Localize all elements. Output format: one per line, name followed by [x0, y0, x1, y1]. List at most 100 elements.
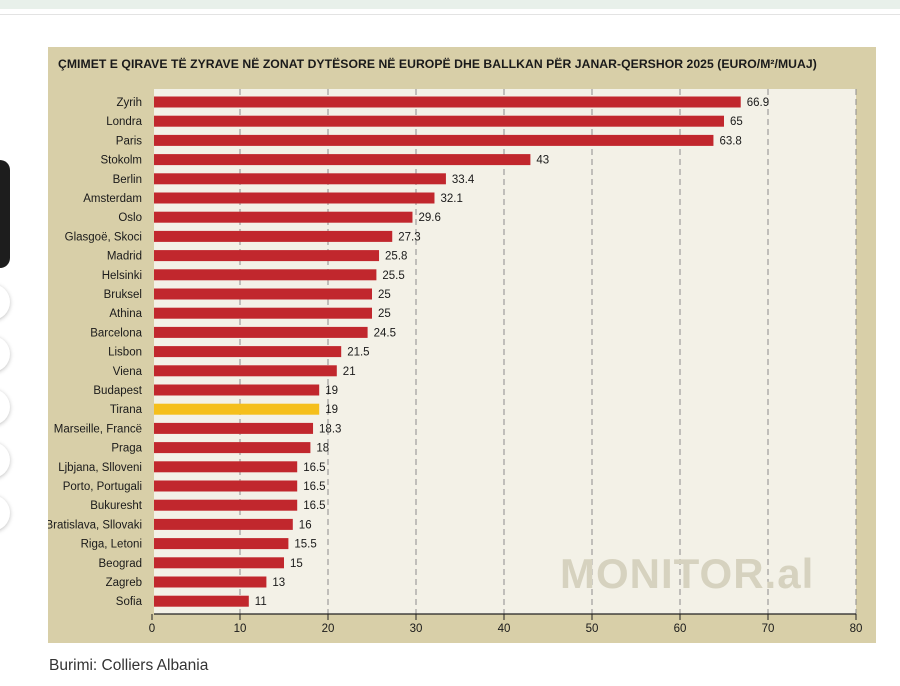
chart-title: ÇMIMET E QIRAVE TË ZYRAVE NË ZONAT DYTËS…: [58, 57, 817, 71]
bar: [154, 173, 446, 185]
x-tick-label: 80: [850, 623, 863, 635]
data-label: 32.1: [440, 193, 462, 205]
category-label: Beograd: [99, 558, 142, 570]
x-tick-label: 40: [498, 623, 511, 635]
data-label: 16.5: [303, 462, 325, 474]
data-label: 15: [290, 558, 303, 570]
x-tick-label: 20: [322, 623, 335, 635]
top-band: [0, 0, 900, 9]
bar-highlight: [154, 403, 320, 415]
data-label: 25: [378, 289, 391, 301]
category-label: Zyrih: [116, 97, 142, 109]
bar: [154, 346, 342, 358]
category-label: Glasgoë, Skoci: [65, 231, 142, 243]
share-button[interactable]: [0, 336, 10, 372]
data-label: 16.5: [303, 481, 325, 493]
category-label: Athina: [109, 308, 142, 320]
category-label: Praga: [111, 443, 142, 455]
data-label: 16.5: [303, 500, 325, 512]
bar: [154, 461, 298, 473]
bar: [154, 269, 377, 281]
category-label: Londra: [106, 116, 142, 128]
data-label: 18.3: [319, 423, 341, 435]
category-label: Tirana: [110, 404, 143, 416]
category-label: Budapest: [93, 385, 142, 397]
share-button[interactable]: [0, 495, 10, 531]
data-label: 27.3: [398, 231, 420, 243]
bar: [154, 288, 372, 300]
bar: [154, 307, 372, 319]
bar: [154, 96, 741, 108]
category-label: Ljbjana, Slloveni: [58, 462, 142, 474]
bar: [154, 192, 435, 204]
data-label: 19: [325, 404, 338, 416]
bar: [154, 480, 298, 492]
bar-chart: Zyrih 66.9 Londra 65 Paris 63.8 Stokolm 43 Berli…: [48, 89, 863, 635]
bar: [154, 499, 298, 511]
x-tick-label: 30: [410, 623, 423, 635]
bar: [154, 230, 393, 242]
data-label: 43: [536, 155, 549, 167]
data-label: 25.5: [382, 270, 404, 282]
bar: [154, 250, 380, 262]
data-label: 15.5: [294, 539, 316, 551]
bar: [154, 518, 293, 530]
bar: [154, 442, 311, 454]
data-label: 29.6: [418, 212, 440, 224]
category-label: Bruksel: [104, 289, 142, 301]
data-label: 25: [378, 308, 391, 320]
category-label: Stokolm: [100, 155, 142, 167]
data-label: 21.5: [347, 347, 369, 359]
x-tick-label: 0: [149, 623, 155, 635]
data-label: 19: [325, 385, 338, 397]
watermark: MONITOR.al: [560, 550, 815, 597]
share-button[interactable]: [0, 389, 10, 425]
bar: [154, 154, 531, 166]
share-button[interactable]: [0, 442, 10, 478]
side-panel-tab[interactable]: [0, 160, 10, 268]
category-label: Barcelona: [90, 327, 142, 339]
bar: [154, 134, 714, 146]
category-label: Paris: [116, 135, 142, 147]
category-label: Amsterdam: [83, 193, 142, 205]
data-label: 65: [730, 116, 743, 128]
data-label: 66.9: [747, 97, 769, 109]
category-label: Berlin: [113, 174, 142, 186]
category-label: Oslo: [118, 212, 142, 224]
bar: [154, 557, 284, 569]
data-label: 63.8: [719, 135, 741, 147]
source-note: Burimi: Colliers Albania: [49, 657, 209, 674]
x-tick-label: 50: [586, 623, 599, 635]
category-label: Riga, Letoni: [81, 539, 142, 551]
chart-figure: ÇMIMET E QIRAVE TË ZYRAVE NË ZONAT DYTËS…: [48, 47, 876, 643]
data-label: 25.8: [385, 251, 407, 263]
category-label: Marseille, Francë: [54, 423, 142, 435]
share-button[interactable]: [0, 284, 10, 320]
category-label: Zagreb: [106, 577, 142, 589]
bar: [154, 538, 289, 550]
category-label: Helsinki: [102, 270, 142, 282]
data-label: 11: [255, 596, 267, 608]
x-tick-label: 10: [234, 623, 247, 635]
top-divider: [0, 14, 900, 15]
category-label: Bukuresht: [90, 500, 143, 512]
x-tick-label: 70: [762, 623, 775, 635]
bar: [154, 595, 249, 607]
bar: [154, 422, 314, 434]
bar: [154, 384, 320, 396]
bar: [154, 326, 368, 338]
category-label: Viena: [113, 366, 143, 378]
category-label: Lisbon: [108, 347, 142, 359]
category-label: Porto, Portugali: [63, 481, 142, 493]
x-tick-label: 60: [674, 623, 687, 635]
data-label: 18: [316, 443, 329, 455]
data-label: 24.5: [374, 327, 396, 339]
category-label: Madrid: [107, 251, 142, 263]
bar: [154, 576, 267, 588]
bar: [154, 365, 337, 377]
bar: [154, 115, 724, 127]
category-label: Bratislava, Sllovaki: [48, 519, 142, 531]
data-label: 21: [343, 366, 356, 378]
bar: [154, 211, 413, 223]
data-label: 16: [299, 519, 312, 531]
